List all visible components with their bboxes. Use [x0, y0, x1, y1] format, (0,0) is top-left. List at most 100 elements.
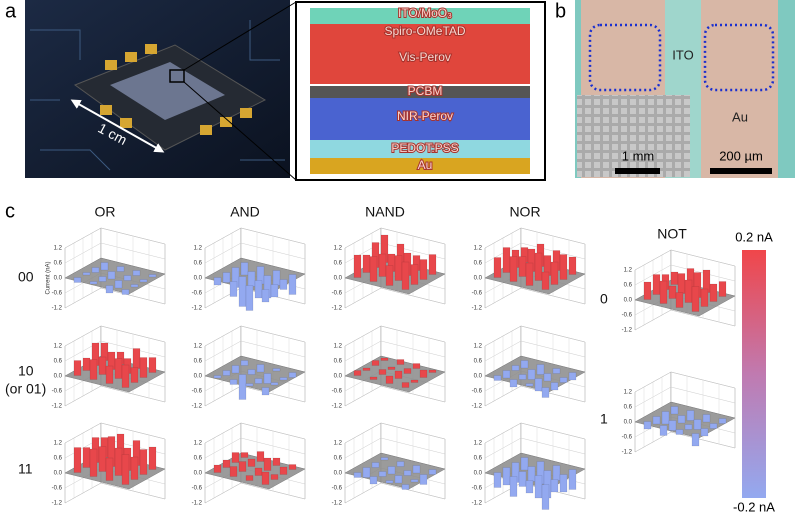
z-tick-label: 1.2	[474, 441, 483, 447]
bar	[279, 377, 288, 381]
bar	[369, 376, 378, 380]
bar	[502, 247, 511, 273]
bar	[559, 474, 568, 493]
bar	[231, 452, 240, 463]
z-tick-label: 0.0	[194, 276, 203, 282]
grid-line	[64, 242, 166, 264]
grid-line	[344, 325, 446, 347]
bar	[419, 259, 428, 280]
bar	[263, 373, 272, 384]
colorbar	[742, 250, 766, 498]
z-tick-label: -1.2	[472, 404, 483, 410]
bar	[254, 280, 263, 299]
gate-title: AND	[230, 204, 260, 220]
z-tick-label: -0.6	[472, 486, 483, 492]
bar	[270, 474, 279, 480]
bar	[288, 274, 297, 295]
bar	[686, 410, 695, 421]
colorbar-label: 0.2 nA	[735, 229, 773, 244]
bar	[130, 456, 139, 480]
zoom-line	[183, 1, 297, 71]
row-label: 0	[600, 291, 608, 307]
z-tick-label: 0.6	[474, 359, 483, 365]
panel-label: a	[5, 0, 17, 22]
z-tick-label: 0.6	[54, 359, 63, 365]
bar	[661, 411, 670, 425]
layer-label: ITO/MoO₃	[398, 6, 452, 20]
z-tick-label: 0.6	[334, 261, 343, 267]
bar	[559, 377, 568, 383]
z-tick-label: -1.2	[332, 404, 343, 410]
z-tick-label: -0.6	[192, 291, 203, 297]
z-tick-label: -0.6	[52, 389, 63, 395]
z-tick-label: -0.6	[332, 486, 343, 492]
grid-line	[204, 227, 306, 249]
bar	[718, 281, 727, 297]
bar	[410, 379, 419, 383]
bar	[148, 274, 157, 278]
bar	[534, 475, 543, 499]
bar	[493, 375, 502, 381]
z-tick-label: -0.6	[192, 486, 203, 492]
z-tick-label: 0.0	[474, 374, 483, 380]
grid-line	[64, 325, 166, 347]
bar	[73, 277, 82, 283]
grid-line	[64, 385, 166, 407]
grid-line	[64, 482, 166, 504]
bar	[114, 280, 123, 289]
bar	[279, 279, 288, 290]
bar	[362, 467, 371, 478]
z-tick-label: 0.6	[334, 359, 343, 365]
row-label: 1	[600, 411, 608, 427]
grid-line	[484, 242, 586, 264]
grid-line	[484, 385, 586, 407]
z-tick-label: 1.2	[474, 344, 483, 350]
layer-label: Vis-Perov	[399, 50, 451, 64]
bar	[387, 466, 396, 475]
z-tick-label: 0.0	[194, 374, 203, 380]
z-tick-label: -0.6	[52, 291, 63, 297]
row-label: 10	[18, 363, 34, 379]
bar	[509, 256, 518, 282]
bar	[130, 284, 139, 288]
bar	[256, 364, 265, 373]
grid-line	[64, 422, 166, 444]
bar	[643, 281, 652, 300]
panel-label: b	[555, 0, 566, 22]
bar	[385, 480, 394, 484]
bar	[116, 266, 125, 272]
layer-label: PEDOT:PSS	[391, 141, 458, 155]
bar	[552, 465, 561, 481]
bar	[552, 368, 561, 374]
panel-a: 1 cm a	[5, 0, 297, 181]
z-tick-label: 1.2	[334, 441, 343, 447]
z-tick-label: 0.0	[54, 374, 63, 380]
bar	[401, 382, 410, 388]
bar	[709, 283, 718, 302]
bar	[229, 466, 238, 477]
bar	[139, 279, 148, 283]
bar	[263, 457, 272, 471]
bar	[139, 449, 148, 475]
bar	[380, 357, 389, 361]
z-tick-label: 0.6	[54, 261, 63, 267]
bar	[668, 420, 677, 431]
bar	[261, 289, 270, 303]
row-label: 00	[18, 269, 34, 285]
z-tick-label: 0.0	[334, 374, 343, 380]
z-tick-label: -1.2	[332, 501, 343, 507]
inset-image	[577, 95, 690, 177]
bar	[240, 452, 249, 458]
bar	[684, 424, 693, 430]
grid-line	[634, 249, 736, 271]
gate-title: NAND	[365, 204, 405, 220]
row-label: 11	[18, 461, 33, 477]
bar	[410, 264, 419, 285]
bar	[238, 276, 247, 307]
z-tick-label: -1.2	[332, 306, 343, 312]
grid-line	[64, 287, 166, 309]
bar	[89, 359, 98, 380]
z-tick-label: 0.0	[334, 276, 343, 282]
scale-label: 200 µm	[719, 148, 763, 163]
bar	[378, 369, 387, 375]
